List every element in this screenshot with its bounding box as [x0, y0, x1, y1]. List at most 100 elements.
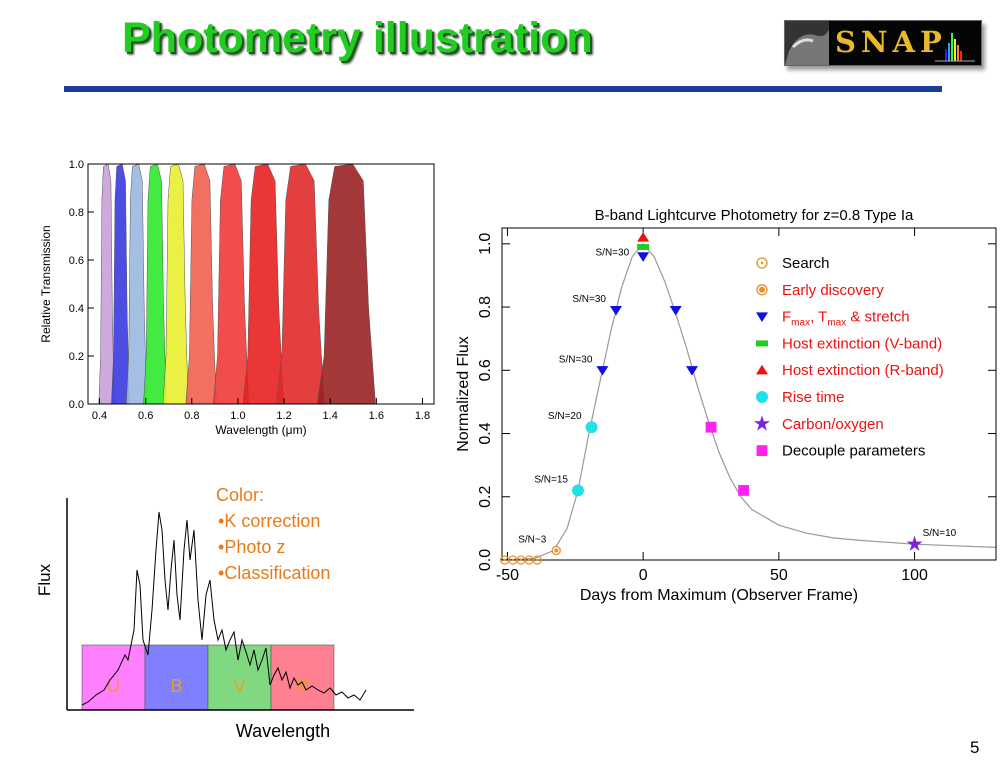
- data-point: [738, 485, 749, 496]
- x-tick-label: -50: [496, 567, 519, 584]
- legend-marker: [756, 257, 768, 269]
- filter-curve: [275, 163, 325, 405]
- legend-label: Carbon/oxygen: [782, 416, 884, 433]
- filter-curve: [242, 163, 284, 405]
- y-tick-label: 0.0: [477, 549, 494, 571]
- legend-marker: [756, 312, 768, 322]
- spectrum-line: [81, 511, 367, 706]
- band-label: U: [107, 676, 120, 696]
- color-notes-list: K correction Photo z Classification: [216, 508, 330, 586]
- logo-graphic: [785, 21, 975, 65]
- color-note-item: Classification: [216, 560, 330, 586]
- band-box: [144, 644, 209, 711]
- data-point: [596, 366, 609, 376]
- x-tick-label: 100: [901, 567, 928, 584]
- band-box: [81, 644, 146, 711]
- legend-marker: [754, 415, 770, 431]
- lightcurve-svg: B-band Lightcurve Photometry for z=0.8 T…: [455, 207, 997, 604]
- legend-label: Host extinction (V-band): [782, 335, 942, 352]
- y-axis-label: Relative Transmission: [39, 225, 53, 342]
- y-tick-label: 0.0: [69, 399, 84, 411]
- data-point: [906, 535, 923, 551]
- plot-frame: [501, 227, 997, 561]
- filter-curve: [213, 163, 250, 405]
- data-point: [610, 306, 622, 316]
- legend-marker: [756, 445, 768, 456]
- legend-marker: [756, 391, 768, 403]
- page-number: 5: [970, 738, 980, 757]
- x-axis-label: Wavelength: [236, 721, 330, 741]
- y-tick-label: 0.4: [69, 303, 84, 315]
- data-point: [686, 366, 698, 376]
- color-note-item: K correction: [216, 508, 330, 534]
- chart-title: B-band Lightcurve Photometry for z=0.8 T…: [595, 207, 914, 224]
- x-tick-label: 0.8: [184, 410, 199, 422]
- spectrum-panel: U B V R Flux Wavelength: [30, 490, 430, 750]
- y-axis-label: Flux: [35, 563, 54, 596]
- data-point: [637, 243, 650, 250]
- snr-annotation: S/N=30: [559, 354, 593, 365]
- data-point-core: [554, 548, 559, 553]
- filter-curve: [98, 163, 115, 405]
- data-point: [585, 421, 598, 434]
- y-tick-label: 1.0: [69, 159, 84, 171]
- color-note-item: Photo z: [216, 534, 330, 560]
- snr-annotation: S/N~3: [518, 535, 547, 546]
- data-point: [637, 232, 650, 242]
- x-tick-label: 1.6: [369, 410, 384, 422]
- x-axis-label: Days from Maximum (Observer Frame): [580, 587, 858, 604]
- snr-annotation: S/N=10: [923, 528, 957, 539]
- x-tick-label: 1.0: [230, 410, 245, 422]
- snr-annotation: S/N=30: [572, 294, 606, 305]
- filter-curve: [126, 163, 147, 405]
- snr-annotation: S/N=30: [596, 247, 630, 258]
- x-tick-label: 0.6: [138, 410, 153, 422]
- filter-curve: [185, 163, 217, 405]
- data-point-dot: [511, 558, 515, 562]
- legend-label: Rise time: [782, 389, 845, 406]
- slide-title: Photometry illustration: [122, 14, 593, 62]
- filter-curve: [162, 163, 189, 405]
- data-point: [669, 306, 682, 316]
- legend-label: Decouple parameters: [782, 443, 925, 460]
- y-tick-label: 0.4: [477, 422, 494, 444]
- x-tick-label: 1.4: [323, 410, 338, 422]
- x-tick-label: 0.4: [92, 410, 107, 422]
- legend-marker-dot: [760, 261, 764, 265]
- legend-label: Search: [782, 255, 830, 272]
- band-label: R: [296, 676, 309, 696]
- x-tick-label: 50: [770, 567, 788, 584]
- legend-marker-core: [759, 286, 765, 293]
- y-tick-label: 0.2: [477, 486, 494, 508]
- y-tick-label: 0.8: [69, 207, 84, 219]
- legend-label: Fmax, Tmax & stretch: [782, 309, 910, 329]
- y-tick-label: 0.8: [477, 296, 494, 318]
- spectrum-svg: U B V R Flux Wavelength: [35, 498, 414, 741]
- data-point-dot: [527, 558, 531, 562]
- lightcurve-chart: B-band Lightcurve Photometry for z=0.8 T…: [452, 200, 1002, 620]
- logo-text: SNAP: [835, 25, 947, 59]
- lightcurve-line: [501, 242, 997, 561]
- x-axis-label: Wavelength (μm): [215, 423, 306, 437]
- snap-logo: SNAP: [784, 20, 982, 66]
- data-point-dot: [519, 558, 523, 562]
- x-tick-label: 1.2: [276, 410, 291, 422]
- data-point: [572, 484, 584, 497]
- color-notes: Color: K correction Photo z Classificati…: [216, 482, 330, 586]
- band-label: B: [170, 676, 182, 696]
- snr-annotation: S/N=20: [548, 411, 582, 422]
- band-box: [207, 644, 272, 711]
- filter-curve: [111, 163, 130, 405]
- data-point: [532, 555, 542, 565]
- data-point: [705, 421, 717, 433]
- filter-plot-svg: 0.4 0.6 0.8 1.0 1.2 1.4 1.6 1.8 0.0 0.2 0.4 0.6 0.8 1…: [39, 159, 435, 437]
- data-point-dot: [503, 558, 506, 562]
- snr-annotation: S/N=15: [534, 474, 568, 485]
- title-underline: [64, 86, 942, 92]
- y-tick-label: 0.6: [477, 359, 494, 381]
- legend-marker: [756, 364, 768, 375]
- x-tick-label: 0: [639, 567, 648, 584]
- data-point-dot: [536, 558, 539, 562]
- y-tick-label: 0.2: [69, 351, 84, 363]
- filter-curve: [316, 163, 376, 405]
